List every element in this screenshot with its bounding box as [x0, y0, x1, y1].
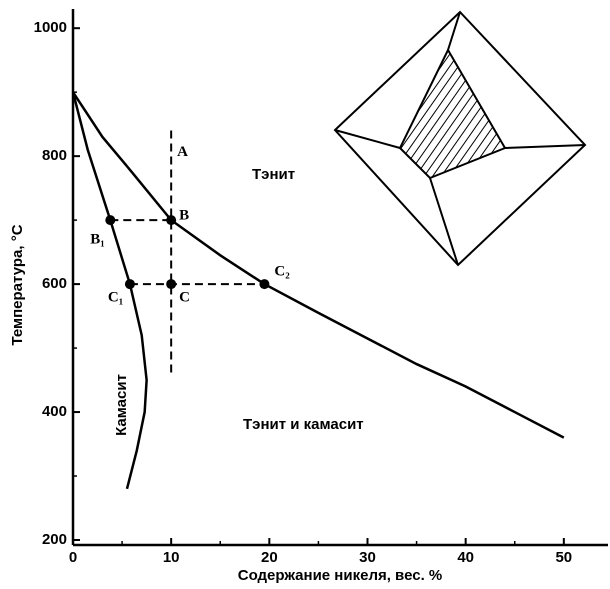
- y-axis-label: Температура, °C: [9, 224, 26, 345]
- octahedron-illustration: [335, 12, 585, 265]
- point-label: B: [179, 208, 189, 224]
- x-tick-label: 10: [163, 549, 180, 566]
- y-tick-label: 200: [42, 531, 67, 548]
- line-label: A: [177, 144, 188, 160]
- y-tick-label: 800: [42, 147, 67, 164]
- point-label: C: [179, 290, 190, 306]
- point-label: C₁: [108, 290, 123, 306]
- point: [166, 279, 176, 289]
- point: [125, 279, 135, 289]
- point-label: B₁: [90, 232, 105, 248]
- point: [166, 215, 176, 225]
- x-tick-label: 20: [261, 549, 278, 566]
- x-axis-label: Содержание никеля, вес. %: [238, 567, 443, 584]
- point: [259, 279, 269, 289]
- point-label: C₂: [274, 264, 290, 280]
- y-tick-label: 600: [42, 275, 67, 292]
- y-tick-label: 400: [42, 403, 67, 420]
- x-tick-label: 50: [555, 549, 572, 566]
- x-tick-label: 40: [457, 549, 474, 566]
- region-label: Камасит: [113, 374, 130, 436]
- x-tick-label: 30: [359, 549, 376, 566]
- x-tick-label: 0: [69, 549, 77, 566]
- region-label: Тэнит и камасит: [243, 416, 364, 433]
- chart: Тэнит Тэнит и камасит Камасит Температур…: [0, 0, 610, 589]
- y-tick-label: 1000: [34, 19, 67, 36]
- region-label: Тэнит: [252, 166, 295, 183]
- point: [105, 215, 115, 225]
